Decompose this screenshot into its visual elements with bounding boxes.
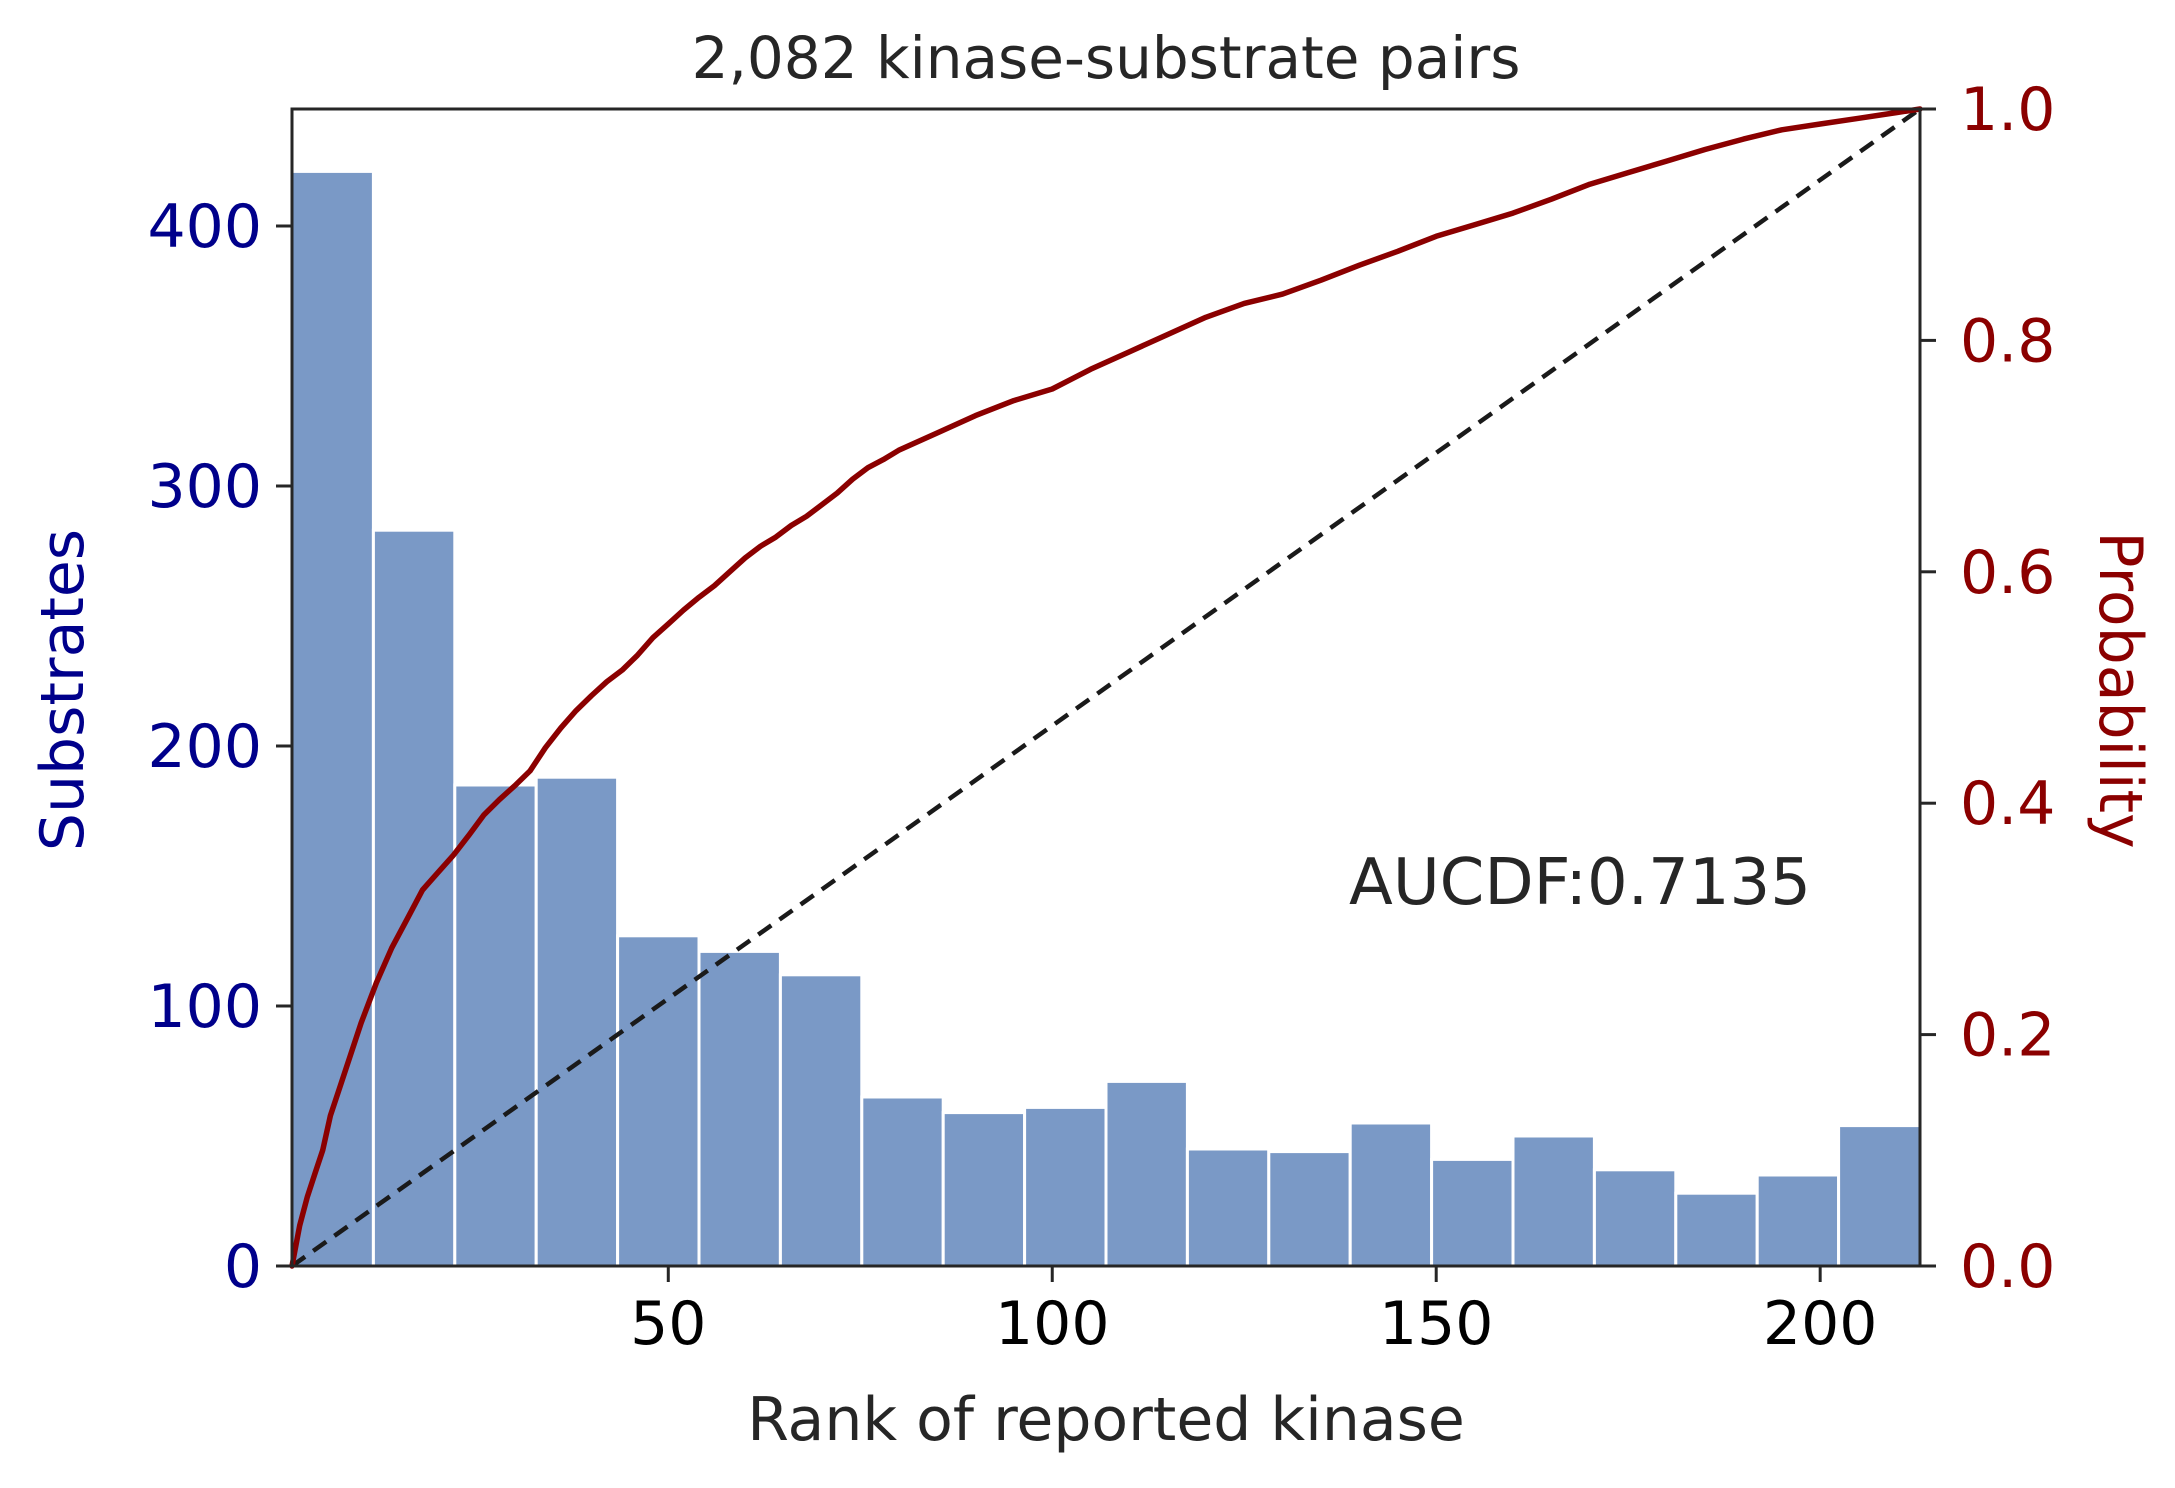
left-y-axis: 0 100 200 300 400	[147, 192, 292, 1302]
histogram-bar	[778, 973, 864, 1268]
x-tick-label: 50	[630, 1289, 706, 1359]
chart-lines	[289, 106, 1923, 1269]
x-tick-label: 100	[995, 1289, 1110, 1359]
histogram-bar	[534, 775, 620, 1268]
histogram-bar	[1837, 1124, 1922, 1268]
right-y-tick-label: 0.2	[1960, 1001, 2055, 1071]
x-tick-label: 200	[1763, 1289, 1878, 1359]
histogram-bar	[1104, 1079, 1189, 1268]
histogram-bar	[941, 1111, 1027, 1268]
cdf-line	[289, 106, 1923, 1269]
x-axis-label: Rank of reported kinase	[747, 1385, 1465, 1455]
right-y-tick-label: 0.4	[1960, 769, 2055, 839]
left-y-axis-label: Substrates	[28, 529, 98, 851]
right-y-tick-label: 0.0	[1960, 1232, 2055, 1302]
chart-title: 2,082 kinase-substrate pairs	[692, 24, 1521, 92]
histogram-bar	[453, 783, 538, 1268]
plot-frame	[290, 107, 1922, 1268]
histogram-bar	[1674, 1191, 1759, 1268]
histogram-bar	[290, 169, 375, 1268]
right-y-tick-label: 0.6	[1960, 538, 2055, 608]
right-y-tick-label: 1.0	[1960, 75, 2055, 145]
right-y-axis: 0.0 0.2 0.4 0.6 0.8 1.0	[1920, 75, 2055, 1302]
right-y-axis-label: Probability	[2085, 531, 2155, 848]
right-y-tick-label: 0.8	[1960, 306, 2055, 376]
histogram-bars	[290, 169, 1922, 1268]
histogram-bar	[860, 1095, 945, 1268]
histogram-bar	[616, 934, 701, 1268]
histogram-bar	[1755, 1173, 1841, 1268]
histogram-bar	[1592, 1168, 1678, 1268]
x-tick-label: 150	[1379, 1289, 1494, 1359]
histogram-bar	[1348, 1121, 1434, 1268]
histogram-bar	[1430, 1157, 1515, 1268]
histogram-bar	[1267, 1150, 1352, 1268]
aucdf-annotation: AUCDF:0.7135	[1349, 846, 1811, 920]
histogram-bar	[1185, 1147, 1271, 1268]
histogram-bar	[1511, 1134, 1596, 1268]
left-y-tick-label: 100	[147, 972, 262, 1042]
x-axis: 50 100 150 200	[630, 1266, 1877, 1359]
left-y-tick-label: 400	[147, 192, 262, 262]
left-y-tick-label: 300	[147, 452, 262, 522]
left-y-tick-label: 200	[147, 712, 262, 782]
histogram-bar	[371, 528, 457, 1268]
left-y-tick-label: 0	[224, 1232, 262, 1302]
histogram-bar	[697, 949, 782, 1268]
diagonal-reference-line	[290, 107, 1922, 1268]
histogram-bar	[1023, 1105, 1108, 1268]
